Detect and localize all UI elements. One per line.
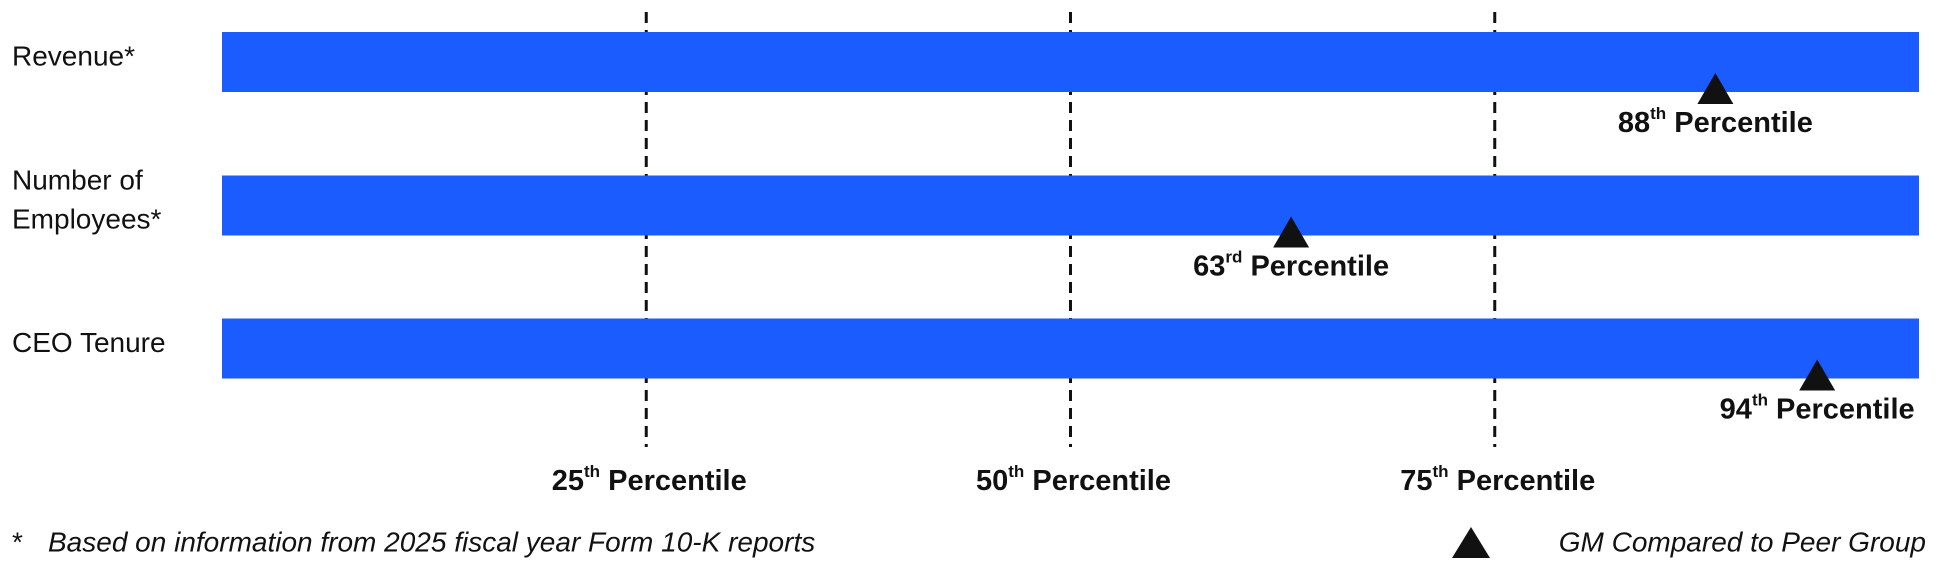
category-label: Revenue* [12,40,135,71]
value-label: 94th Percentile [1720,391,1915,425]
percentile-marker [1697,73,1734,104]
footnote: Based on information from 2025 fiscal ye… [48,526,815,557]
category-label: Number of Employees* [12,165,162,235]
category-label: CEO Tenure [12,327,166,358]
x-tick-label: 75th Percentile [1400,462,1595,496]
value-label: 63rd Percentile [1193,248,1389,282]
row-bar [222,32,1919,92]
legend-marker [1452,527,1490,558]
percentile-marker [1799,359,1836,391]
footnote-marker: * [12,526,23,557]
row-bar [222,175,1919,236]
x-tick-label: 25th Percentile [552,462,747,496]
x-tick-label: 50th Percentile [976,462,1171,496]
value-label: 88th Percentile [1618,104,1813,138]
row-bar [222,318,1919,379]
legend-label: GM Compared to Peer Group [1559,526,1926,557]
percentile-marker [1273,216,1310,248]
